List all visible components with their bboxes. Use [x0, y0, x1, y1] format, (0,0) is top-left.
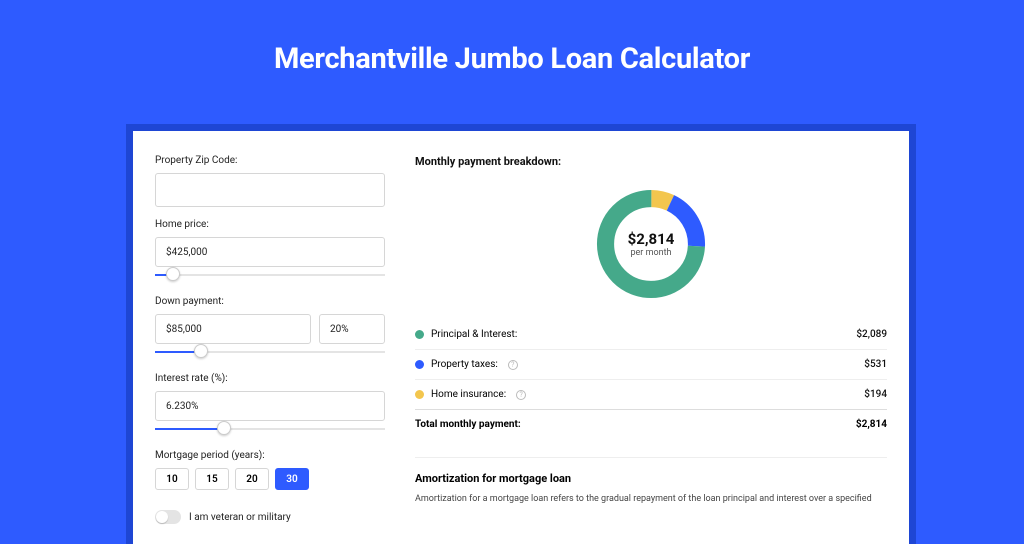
slider-thumb[interactable]: [217, 421, 231, 435]
slider-track: [155, 274, 385, 276]
amortization-text: Amortization for a mortgage loan refers …: [415, 493, 887, 506]
calculator-card: Property Zip Code: Home price: $425,000 …: [126, 124, 916, 544]
period-btn-20[interactable]: 20: [235, 468, 269, 490]
donut-center: $2,814 per month: [591, 184, 711, 304]
legend-label: Home insurance:: [431, 389, 506, 400]
slider-thumb[interactable]: [166, 267, 180, 281]
legend-label: Property taxes:: [431, 359, 498, 370]
legend-row: Home insurance:? $194: [415, 379, 887, 409]
legend-dot: [415, 390, 424, 399]
period-btn-30[interactable]: 30: [275, 468, 309, 490]
home-price-slider[interactable]: [155, 270, 385, 284]
period-btn-15[interactable]: 15: [195, 468, 229, 490]
zip-input[interactable]: [155, 173, 385, 207]
period-label: Mortgage period (years):: [155, 450, 385, 461]
down-payment-pct-input[interactable]: 20%: [319, 314, 385, 344]
slider-thumb[interactable]: [194, 344, 208, 358]
interest-slider[interactable]: [155, 424, 385, 438]
interest-input[interactable]: 6.230%: [155, 391, 385, 421]
legend-amount: $531: [864, 359, 887, 370]
zip-label: Property Zip Code:: [155, 155, 385, 166]
interest-label: Interest rate (%):: [155, 373, 385, 384]
donut-value: $2,814: [628, 230, 675, 248]
donut-chart: $2,814 per month: [591, 184, 711, 304]
legend-label: Principal & Interest:: [431, 329, 517, 340]
legend-dot: [415, 360, 424, 369]
veteran-toggle[interactable]: [155, 510, 181, 524]
donut-chart-wrap: $2,814 per month: [415, 178, 887, 320]
info-icon[interactable]: ?: [508, 360, 518, 370]
donut-sub: per month: [630, 248, 671, 258]
legend-amount: $194: [864, 389, 887, 400]
total-amount: $2,814: [856, 419, 887, 430]
down-payment-input[interactable]: $85,000: [155, 314, 311, 344]
results-panel: Monthly payment breakdown: $2,814 per mo…: [405, 149, 887, 504]
legend-row: Property taxes:? $531: [415, 349, 887, 379]
legend-row: Principal & Interest: $2,089: [415, 320, 887, 349]
form-panel: Property Zip Code: Home price: $425,000 …: [155, 149, 405, 504]
amortization-title: Amortization for mortgage loan: [415, 457, 887, 485]
legend-total-row: Total monthly payment: $2,814: [415, 409, 887, 439]
home-price-label: Home price:: [155, 219, 385, 230]
period-btn-10[interactable]: 10: [155, 468, 189, 490]
page-title: Merchantville Jumbo Loan Calculator: [0, 0, 1024, 106]
home-price-input[interactable]: $425,000: [155, 237, 385, 267]
down-payment-slider[interactable]: [155, 347, 385, 361]
info-icon[interactable]: ?: [516, 390, 526, 400]
breakdown-title: Monthly payment breakdown:: [415, 155, 887, 168]
period-buttons: 10 15 20 30: [155, 468, 385, 490]
legend-amount: $2,089: [856, 329, 887, 340]
toggle-knob: [156, 511, 168, 523]
slider-fill: [155, 428, 224, 430]
total-label: Total monthly payment:: [415, 419, 521, 430]
veteran-label: I am veteran or military: [189, 512, 291, 523]
down-payment-label: Down payment:: [155, 296, 385, 307]
legend-dot: [415, 330, 424, 339]
legend: Principal & Interest: $2,089 Property taxe…: [415, 320, 887, 439]
